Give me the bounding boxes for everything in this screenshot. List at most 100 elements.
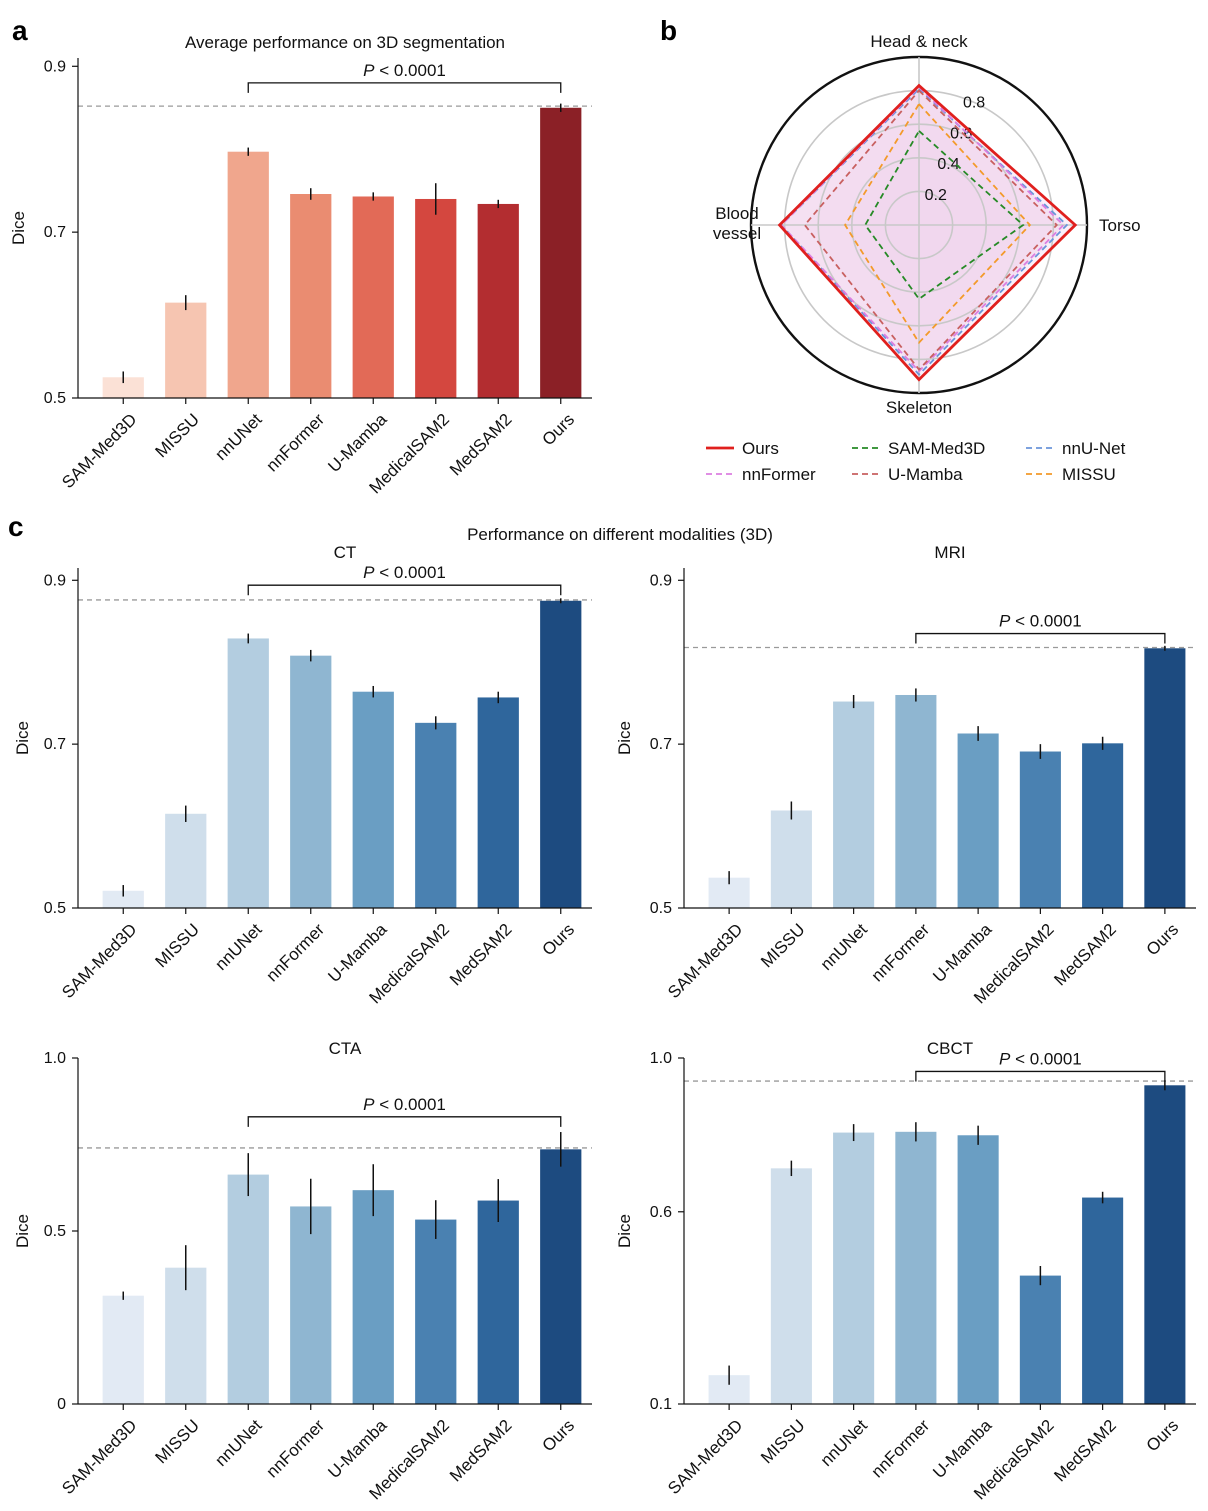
x-tick-label: MISSU (757, 1416, 809, 1468)
significance-bracket (915, 1070, 1166, 1082)
x-tick-label: Ours (1143, 920, 1182, 959)
y-tick-label: 1.0 (650, 1050, 672, 1067)
y-tick-label: 0.5 (44, 900, 66, 917)
bar-medicalsam2 (415, 722, 457, 908)
bar-nnformer (290, 194, 332, 398)
y-tick-label: 1.0 (44, 1050, 66, 1067)
x-tick-label: nnUNet (211, 920, 265, 974)
significance-bracket (247, 1116, 562, 1127)
radar-series-nnu-net (779, 87, 1069, 376)
x-tick-label: U-Mamba (324, 409, 391, 476)
bar-nnunet (833, 1132, 875, 1404)
bar-sam-med3d (102, 890, 144, 908)
x-tick-label: MedSAM2 (1050, 920, 1120, 990)
radar-series-missu (844, 102, 1032, 345)
significance-bracket (247, 82, 562, 93)
radar-axis-label: Skeleton (886, 398, 952, 417)
x-tick-label: Ours (1143, 1416, 1182, 1455)
radar-fill-sam-med3d (865, 130, 1024, 299)
x-tick-label: nnUNet (817, 920, 871, 974)
x-tick-label: nnFormer (263, 920, 329, 986)
legend-label: nnFormer (742, 465, 816, 484)
bar-ours (540, 600, 582, 908)
p-value-label: P < 0.0001 (363, 1095, 446, 1114)
bar-medsam2 (477, 697, 519, 908)
y-axis-label: Dice (615, 721, 634, 755)
y-tick-label: 0.5 (650, 900, 672, 917)
bar-nnunet (227, 638, 269, 908)
bar-nnunet (833, 701, 875, 908)
bar-medsam2 (477, 203, 519, 398)
bar-medsam2 (1082, 1197, 1124, 1404)
x-tick-label: U-Mamba (324, 1415, 391, 1482)
x-tick-label: MedSAM2 (446, 920, 516, 990)
bar-medsam2 (477, 1200, 519, 1404)
radar-series-u-mamba (803, 89, 1059, 371)
bar-missu (165, 813, 207, 908)
bar-nnformer (290, 655, 332, 908)
chart-title: CTA (329, 1039, 362, 1058)
bar-u-mamba (957, 1135, 999, 1404)
y-tick-label: 0.6 (650, 1204, 672, 1221)
radar-ring-label: 0.2 (925, 187, 947, 204)
x-tick-label: MISSU (152, 1416, 204, 1468)
y-axis-label: Dice (9, 211, 28, 245)
significance-bracket (915, 632, 1166, 644)
significance-bracket (247, 584, 562, 596)
panel-label-a: a (12, 15, 28, 46)
chart-title: CT (334, 543, 357, 562)
y-axis-label: Dice (13, 1214, 32, 1248)
y-tick-label: 0.9 (44, 572, 66, 589)
bar-u-mamba (352, 196, 394, 398)
x-tick-label: nnFormer (868, 920, 934, 986)
x-tick-label: SAM-Med3D (664, 920, 746, 1002)
bar-nnformer (895, 694, 937, 908)
radar-ring-label: 0.8 (963, 94, 985, 111)
bar-missu (770, 810, 812, 908)
x-tick-label: U-Mamba (324, 919, 391, 986)
x-tick-label: Ours (539, 410, 578, 449)
section-title: Performance on different modalities (3D) (467, 525, 773, 544)
chart-title: Average performance on 3D segmentation (185, 33, 505, 52)
y-tick-label: 0.7 (44, 224, 66, 241)
p-value-label: P < 0.0001 (999, 1049, 1082, 1068)
legend-label: MISSU (1062, 465, 1116, 484)
bar-u-mamba (352, 691, 394, 908)
x-tick-label: MedSAM2 (446, 1416, 516, 1486)
chart-title: MRI (934, 543, 965, 562)
p-value-label: P < 0.0001 (363, 563, 446, 582)
x-tick-label: MISSU (152, 410, 204, 462)
x-tick-label: MedSAM2 (446, 410, 516, 480)
bar-medsam2 (1082, 743, 1124, 908)
bar-medicalsam2 (1019, 751, 1061, 908)
legend-label: nnU-Net (1062, 439, 1126, 458)
bar-ours (540, 107, 582, 398)
y-tick-label: 0.7 (650, 736, 672, 753)
y-tick-label: 0.9 (650, 572, 672, 589)
x-tick-label: nnFormer (263, 410, 329, 476)
x-tick-label: nnUNet (817, 1416, 871, 1470)
bar-nnformer (895, 1131, 937, 1404)
chart-mri: MRI Dice SAM-Med3D MISSU nnUNetnnFormerU-Mam… (615, 543, 1196, 1007)
bar-nnunet (227, 151, 269, 398)
y-tick-label: 0.5 (44, 1223, 66, 1240)
panel-label-b: b (660, 15, 677, 46)
bar-medicalsam2 (415, 1219, 457, 1404)
x-tick-label: nnUNet (211, 410, 265, 464)
chart-ct: CT Dice SAM-Med3D MISSU nnUNetnnFormerU-Mamb… (13, 543, 592, 1007)
bar-ours (1144, 1085, 1186, 1404)
p-value-label: P < 0.0001 (363, 61, 446, 80)
radar-fill-u-mamba (804, 90, 1057, 370)
radar-series-ours (777, 83, 1078, 382)
bar-medicalsam2 (1019, 1275, 1061, 1404)
y-tick-label: 0.5 (44, 390, 66, 407)
bar-missu (165, 302, 207, 398)
p-value-label: P < 0.0001 (999, 612, 1082, 631)
bar-u-mamba (352, 1190, 394, 1404)
x-tick-label: nnFormer (868, 1416, 934, 1482)
radar-axis-label: Blood vessel (713, 204, 761, 243)
radar-series-sam-med3d (864, 129, 1025, 301)
chart-average-3d: Average performance on 3D segmentation Di… (9, 33, 592, 497)
chart-cta: CTA Dice SAM-Med3D MISSU nnUNetnnFormerU-Mam… (13, 1039, 592, 1503)
